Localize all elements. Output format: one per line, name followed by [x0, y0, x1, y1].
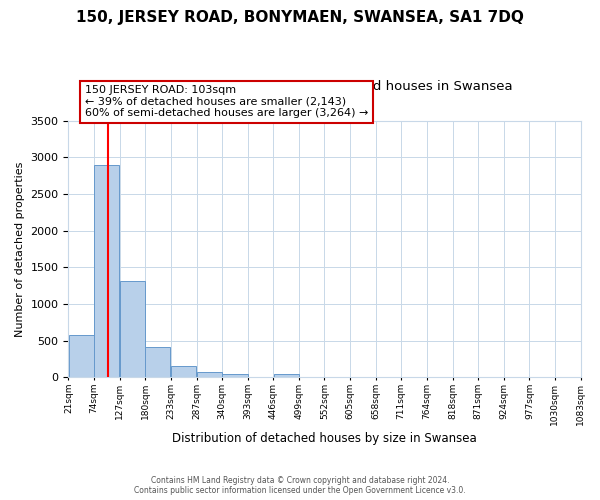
- Bar: [68, 335, 94, 378]
- X-axis label: Distribution of detached houses by size in Swansea: Distribution of detached houses by size …: [172, 432, 477, 445]
- Text: 150, JERSEY ROAD, BONYMAEN, SWANSEA, SA1 7DQ: 150, JERSEY ROAD, BONYMAEN, SWANSEA, SA1…: [76, 10, 524, 25]
- Bar: [197, 372, 222, 378]
- Y-axis label: Number of detached properties: Number of detached properties: [15, 162, 25, 336]
- Text: Contains HM Land Registry data © Crown copyright and database right 2024.
Contai: Contains HM Land Registry data © Crown c…: [134, 476, 466, 495]
- Bar: [120, 282, 145, 378]
- Text: 150 JERSEY ROAD: 103sqm
← 39% of detached houses are smaller (2,143)
60% of semi: 150 JERSEY ROAD: 103sqm ← 39% of detache…: [85, 85, 368, 118]
- Title: Size of property relative to detached houses in Swansea: Size of property relative to detached ho…: [136, 80, 513, 93]
- Bar: [94, 164, 119, 378]
- Bar: [145, 347, 170, 378]
- Bar: [171, 366, 196, 378]
- Bar: [223, 374, 248, 378]
- Bar: [274, 374, 299, 378]
